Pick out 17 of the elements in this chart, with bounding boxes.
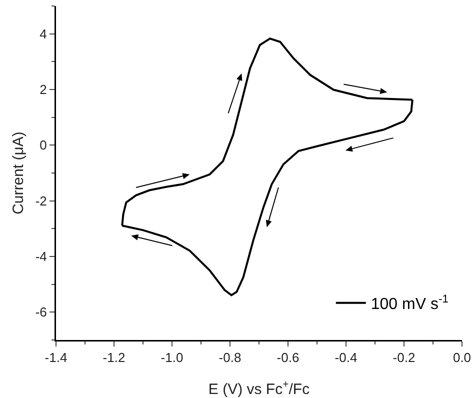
x-tick-label: 0.0: [452, 350, 472, 366]
y-tick-label: 0: [40, 138, 47, 153]
legend-label: 100 mV s$^{-1}$: [370, 293, 448, 314]
x-tick-label: -1.2: [102, 350, 126, 366]
x-axis-title: E (V) vs Fc$^{+}$/Fc: [208, 378, 310, 398]
x-tick-label: -0.8: [218, 350, 242, 366]
y-tick-label: 2: [40, 82, 47, 98]
y-tick-label: -2: [35, 193, 47, 208]
x-tick-label: -0.6: [276, 350, 300, 366]
y-tick-label: -4: [35, 249, 47, 264]
y-tick-label: 4: [40, 26, 47, 42]
y-axis-title: Current (μA): [10, 132, 27, 214]
x-tick-label: -1.4: [44, 350, 68, 366]
x-tick-label: -1.0: [160, 350, 184, 366]
x-tick-label: -0.2: [392, 350, 416, 366]
x-tick-label: -0.4: [334, 350, 358, 366]
y-tick-label: -6: [35, 304, 47, 320]
